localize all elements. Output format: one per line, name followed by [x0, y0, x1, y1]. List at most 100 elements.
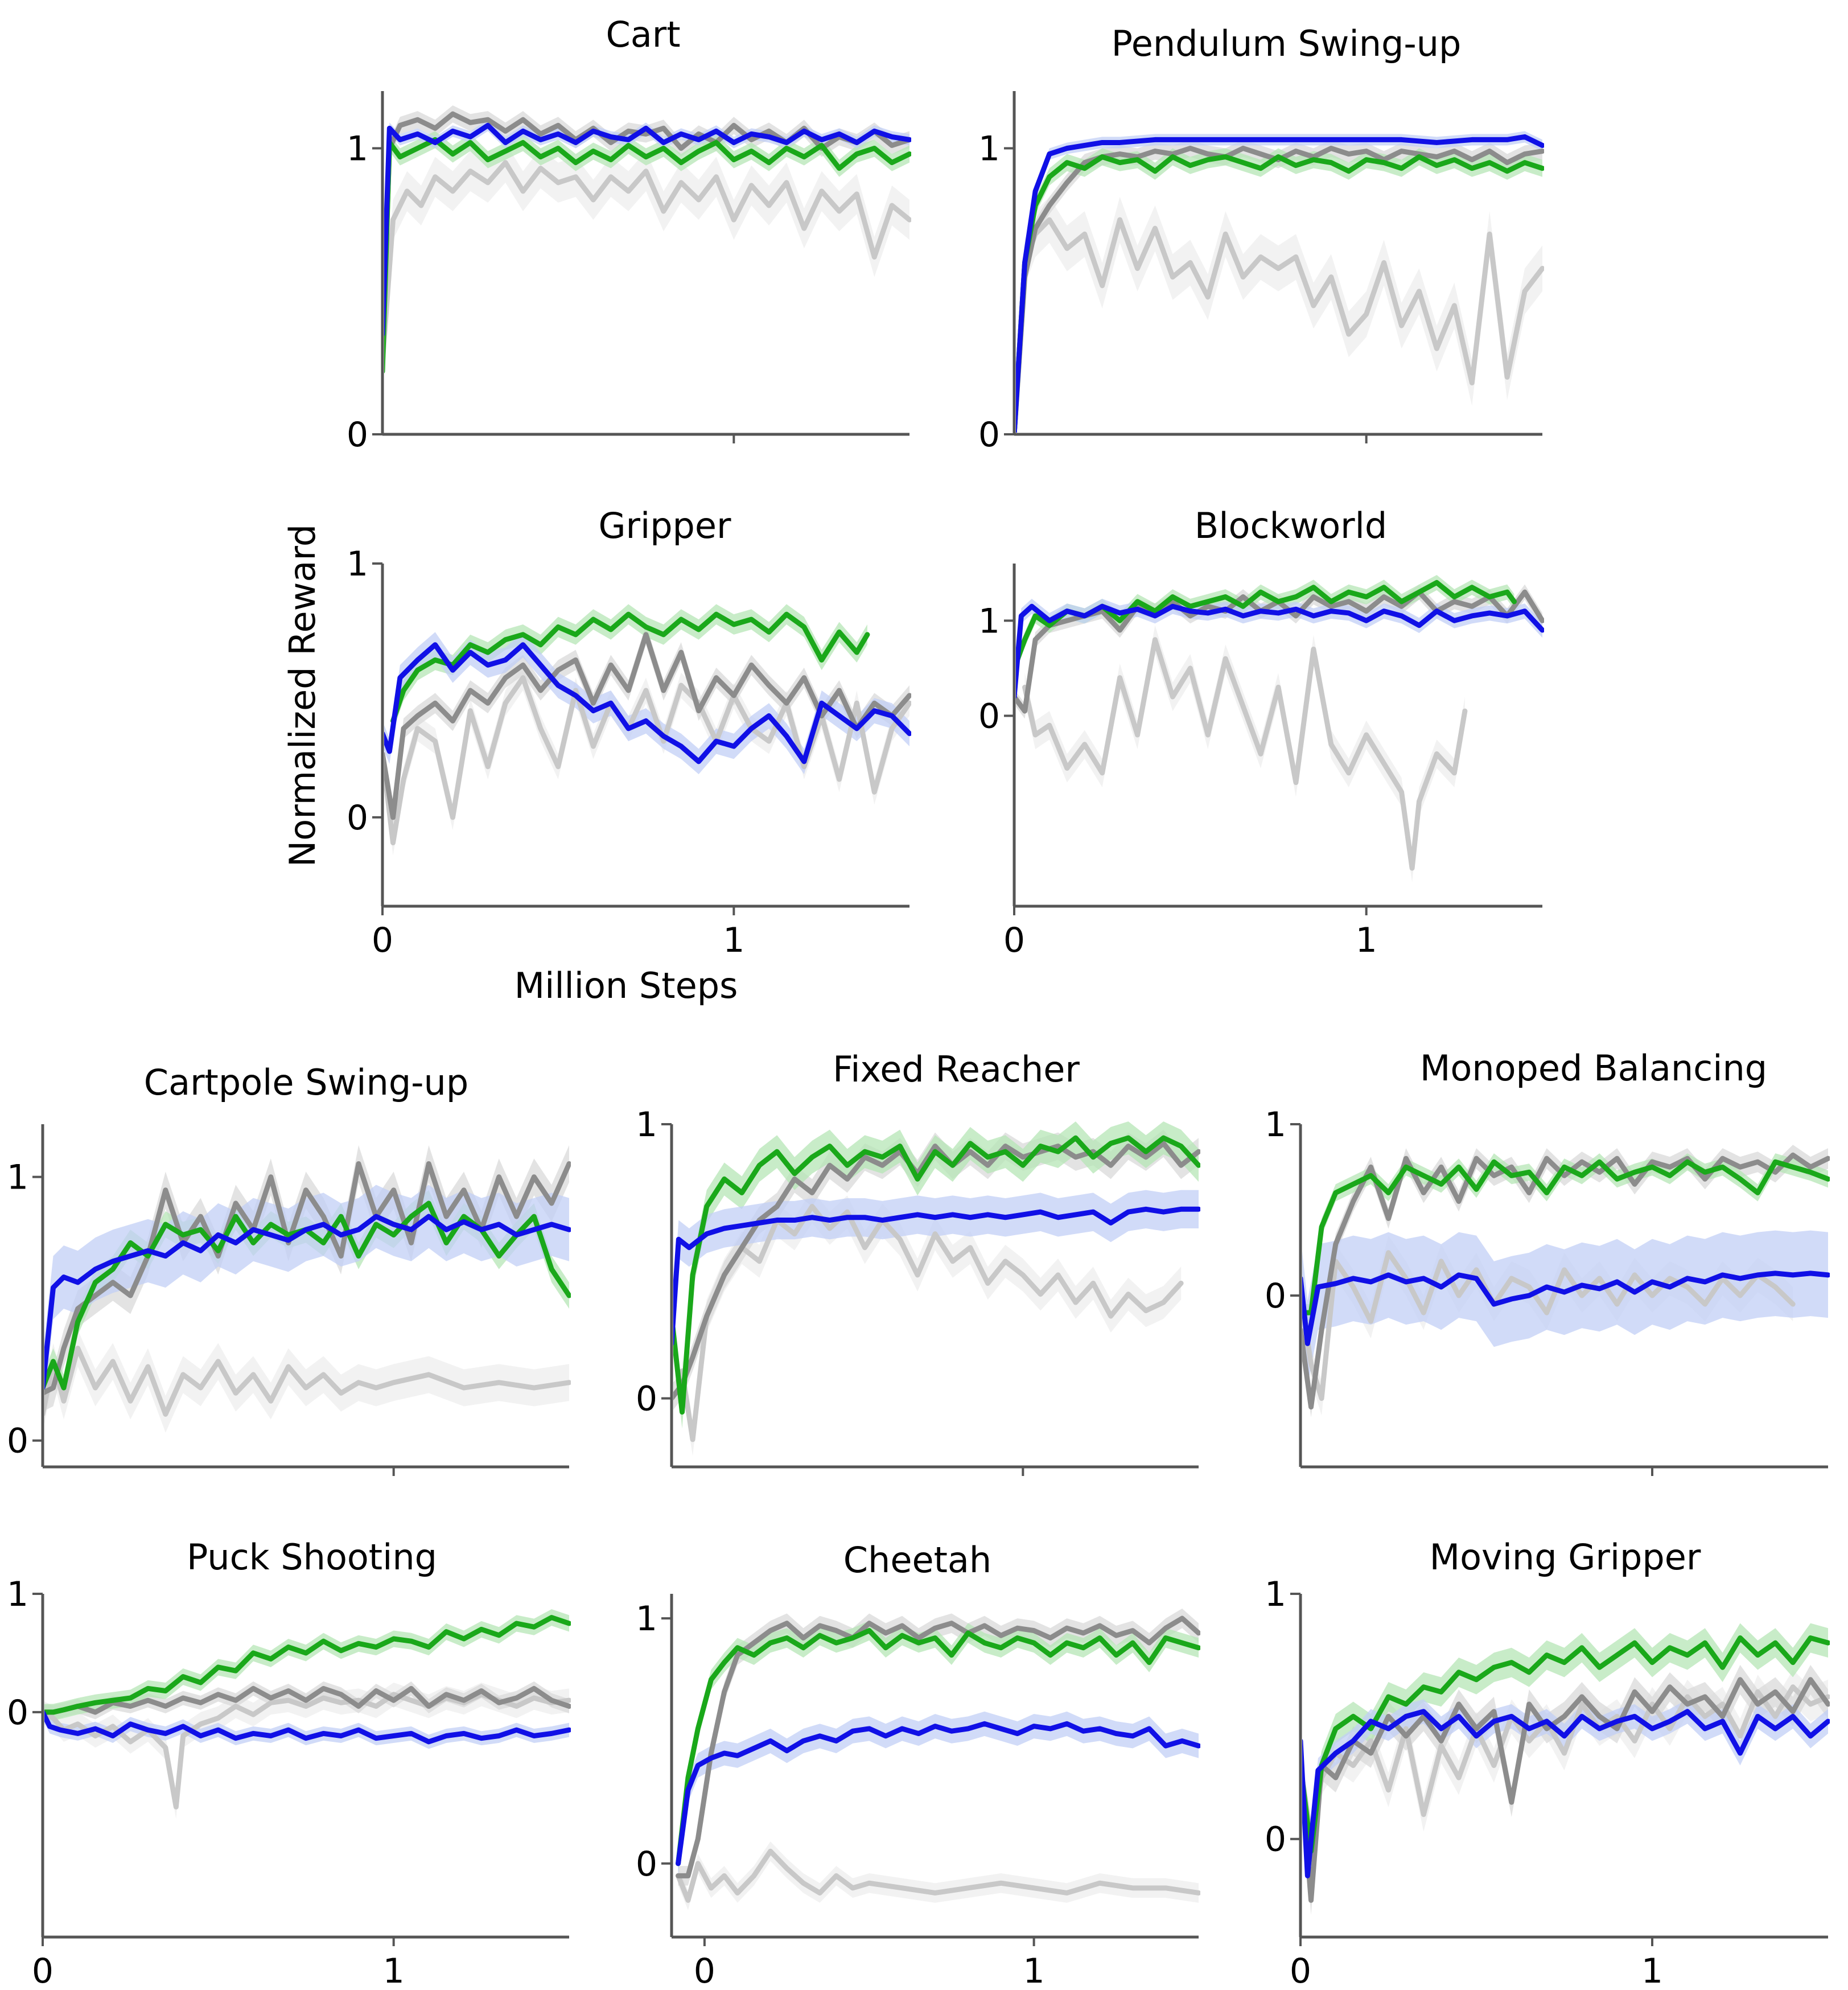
line-blue — [384, 122, 911, 336]
x-tick-label: 0 — [372, 920, 393, 960]
plot-area — [44, 1145, 571, 1433]
line-blue — [1016, 134, 1544, 433]
y-tick-label: 0 — [978, 415, 1000, 455]
band-dark-gray — [678, 1608, 1199, 1886]
line-green — [673, 1135, 1200, 1415]
plot-area — [673, 1121, 1200, 1456]
band-green — [1016, 148, 1542, 416]
x-tick-label: 0 — [32, 1951, 53, 1990]
line-blue — [384, 642, 911, 764]
x-tick-label: 1 — [1023, 1951, 1045, 1990]
plot-area — [384, 105, 911, 373]
line-light-gray — [1016, 217, 1544, 433]
line-light-gray — [1302, 1250, 1796, 1401]
panel-cheetah: Cheetah 0 1 0 1 — [636, 1539, 1200, 1990]
line-green — [1302, 1159, 1830, 1315]
y-tick-label: 0 — [978, 697, 1000, 737]
x-tick-label: 1 — [383, 1951, 405, 1990]
x-tick-label: 0 — [694, 1951, 715, 1990]
band-blue — [384, 632, 909, 775]
plot-area — [1302, 1623, 1830, 1915]
panel-moving-gripper: Moving Gripper 0 1 0 1 — [1265, 1536, 1830, 1990]
line-green — [384, 137, 911, 373]
line-green — [44, 1615, 571, 1715]
y-tick-label: 1 — [347, 129, 368, 169]
band-dark-gray — [44, 1145, 569, 1411]
y-tick-label: 0 — [347, 798, 368, 838]
panel-cart: Cart 0 1 — [347, 14, 911, 455]
line-light-gray — [1022, 637, 1468, 871]
y-axis-label: Normalized Reward — [282, 524, 323, 867]
line-light-gray — [676, 1848, 1200, 1903]
panel-title: Blockworld — [1195, 505, 1387, 546]
y-tick-label: 0 — [7, 1421, 28, 1461]
x-tick-label: 0 — [1003, 920, 1025, 960]
line-green — [390, 611, 870, 723]
y-tick-label: 1 — [7, 1574, 28, 1614]
y-tick-label: 0 — [636, 1379, 657, 1419]
line-blue — [676, 1721, 1200, 1866]
band-green — [384, 131, 909, 324]
plot-area — [1016, 575, 1544, 883]
y-tick-label: 1 — [347, 544, 368, 584]
plot-area — [1016, 131, 1544, 433]
line-light-gray — [384, 160, 911, 365]
x-tick-label: 1 — [1641, 1951, 1663, 1990]
y-tick-label: 1 — [636, 1105, 657, 1145]
panel-title: Moving Gripper — [1430, 1536, 1701, 1578]
panel-title: Fixed Reacher — [833, 1049, 1080, 1090]
band-light-gray — [384, 665, 909, 856]
x-tick-label: 0 — [1290, 1951, 1311, 1990]
line-blue — [1302, 1709, 1830, 1878]
line-dark-gray — [673, 1141, 1200, 1400]
panel-title: Cart — [606, 14, 680, 55]
band-blue — [44, 1185, 569, 1404]
band-green — [678, 1621, 1199, 1874]
line-green — [1016, 154, 1544, 433]
panel-title: Cheetah — [843, 1539, 991, 1581]
panel-cartpole-swing-up: Cartpole Swing-up 0 1 — [7, 1062, 571, 1476]
y-tick-label: 0 — [1265, 1820, 1286, 1860]
x-tick-label: 1 — [1356, 920, 1377, 960]
line-green — [676, 1628, 1200, 1866]
line-blue — [44, 1710, 571, 1745]
line-blue — [44, 1214, 571, 1390]
plot-area — [384, 604, 911, 856]
panel-monoped-balancing: Monoped Balancing 0 1 — [1265, 1047, 1830, 1476]
x-tick-label: 1 — [723, 920, 744, 960]
band-dark-gray — [384, 624, 909, 828]
y-tick-label: 0 — [347, 415, 368, 455]
y-tick-label: 1 — [636, 1599, 657, 1639]
panel-title: Pendulum Swing-up — [1112, 23, 1462, 64]
band-light-gray — [44, 1330, 569, 1433]
plot-area — [44, 1609, 571, 1819]
y-tick-label: 1 — [978, 601, 1000, 641]
panel-puck-shooting: Puck Shooting 0 1 0 1 — [7, 1536, 571, 1990]
y-tick-label: 0 — [1265, 1276, 1286, 1316]
panel-title: Monoped Balancing — [1420, 1047, 1767, 1089]
band-blue — [384, 120, 909, 290]
band-green — [1016, 575, 1514, 672]
panel-pendulum-swing-up: Pendulum Swing-up 0 1 — [978, 23, 1544, 455]
panel-blockworld: Blockworld 0 1 0 1 — [978, 505, 1544, 960]
line-dark-gray — [1302, 1677, 1830, 1903]
line-light-gray — [384, 675, 911, 846]
y-tick-label: 1 — [1265, 1105, 1286, 1145]
band-blue — [1302, 1230, 1828, 1387]
y-tick-label: 1 — [7, 1158, 28, 1198]
panel-gripper: Gripper 0 1 0 1 — [347, 505, 911, 960]
y-tick-label: 0 — [7, 1693, 28, 1733]
y-tick-label: 1 — [1265, 1574, 1286, 1614]
x-axis-label: Million Steps — [515, 965, 738, 1006]
line-blue — [1302, 1271, 1830, 1346]
band-blue — [673, 1190, 1199, 1338]
y-tick-label: 0 — [636, 1844, 657, 1884]
line-light-gray — [680, 1203, 1184, 1442]
band-green — [1302, 1623, 1828, 1866]
panel-title: Gripper — [598, 505, 731, 546]
plot-area — [676, 1608, 1200, 1910]
panel-title: Puck Shooting — [187, 1536, 437, 1578]
line-blue — [1016, 603, 1544, 699]
line-light-gray — [44, 1346, 571, 1417]
